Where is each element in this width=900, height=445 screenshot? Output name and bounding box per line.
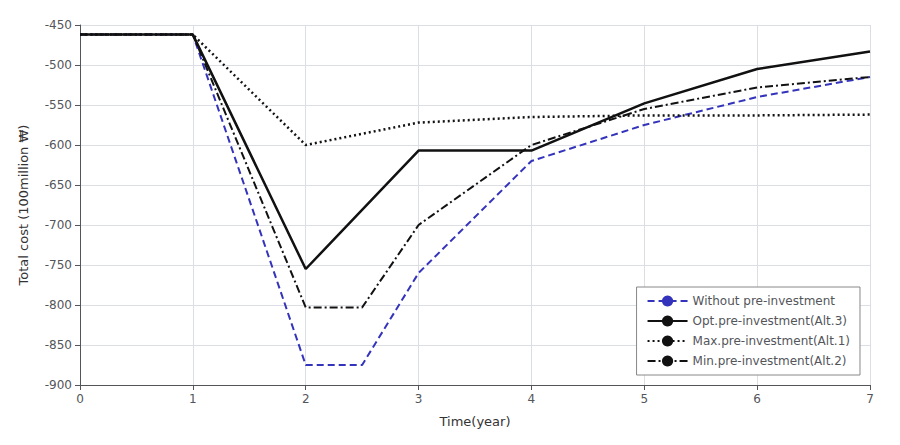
svg-text:7: 7 (866, 392, 874, 406)
svg-text:-700: -700 (45, 218, 72, 232)
svg-text:-450: -450 (45, 18, 72, 32)
svg-text:6: 6 (753, 392, 761, 406)
svg-text:-600: -600 (45, 138, 72, 152)
svg-text:4: 4 (528, 392, 536, 406)
svg-text:1: 1 (189, 392, 197, 406)
svg-text:Max.pre-investment(Alt.1): Max.pre-investment(Alt.1) (693, 334, 850, 348)
svg-text:Total cost (100million ₩): Total cost (100million ₩) (16, 125, 31, 287)
svg-text:Time(year): Time(year) (439, 414, 511, 429)
svg-text:Opt.pre-investment(Alt.3): Opt.pre-investment(Alt.3) (693, 314, 847, 328)
svg-text:5: 5 (640, 392, 648, 406)
svg-text:-900: -900 (45, 378, 72, 392)
svg-text:-500: -500 (45, 58, 72, 72)
svg-text:3: 3 (415, 392, 423, 406)
svg-text:2: 2 (302, 392, 310, 406)
svg-text:-550: -550 (45, 98, 72, 112)
svg-text:-750: -750 (45, 258, 72, 272)
svg-text:-850: -850 (45, 338, 72, 352)
svg-text:-800: -800 (45, 298, 72, 312)
svg-text:Min.pre-investment(Alt.2): Min.pre-investment(Alt.2) (693, 354, 847, 368)
svg-text:0: 0 (76, 392, 84, 406)
svg-text:Without pre-investment: Without pre-investment (693, 294, 836, 308)
svg-text:-650: -650 (45, 178, 72, 192)
